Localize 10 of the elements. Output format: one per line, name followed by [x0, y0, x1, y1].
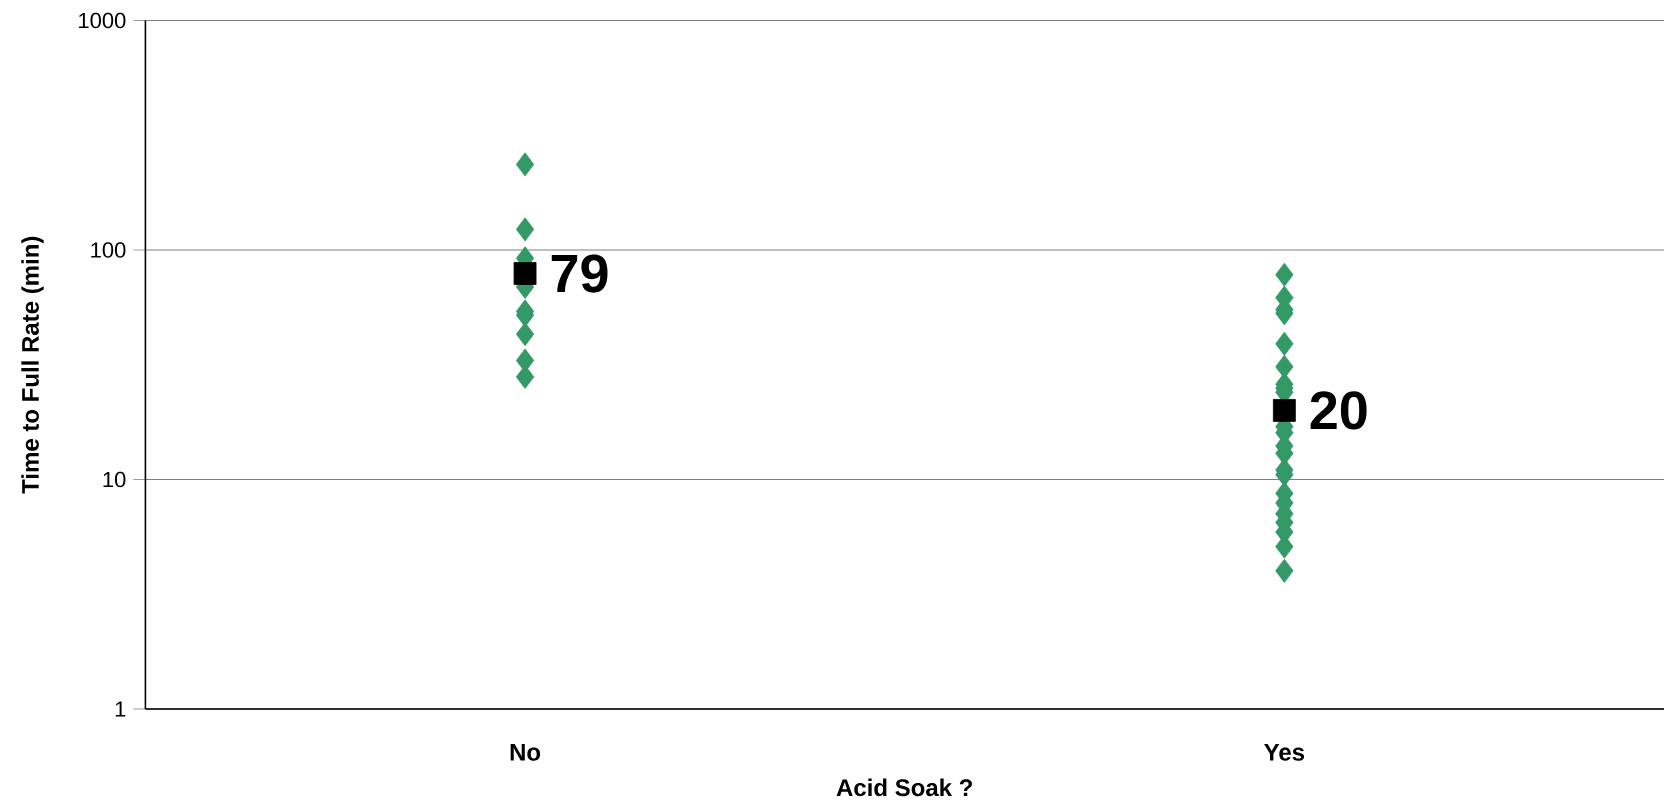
x-tick-label: Yes	[1264, 744, 1305, 761]
y-tick-label: 1000	[79, 12, 126, 29]
y-tick-label: 1	[115, 701, 126, 717]
data-label: 79	[551, 254, 608, 293]
y-axis-title: Time to Full Rate (min)	[21, 236, 44, 494]
x-tick-label: No	[510, 744, 541, 761]
x-axis-title: Acid Soak ?	[836, 778, 972, 797]
data-label: 20	[1310, 391, 1367, 430]
y-tick-label: 10	[103, 471, 126, 488]
y-tick-label: 100	[91, 242, 126, 258]
